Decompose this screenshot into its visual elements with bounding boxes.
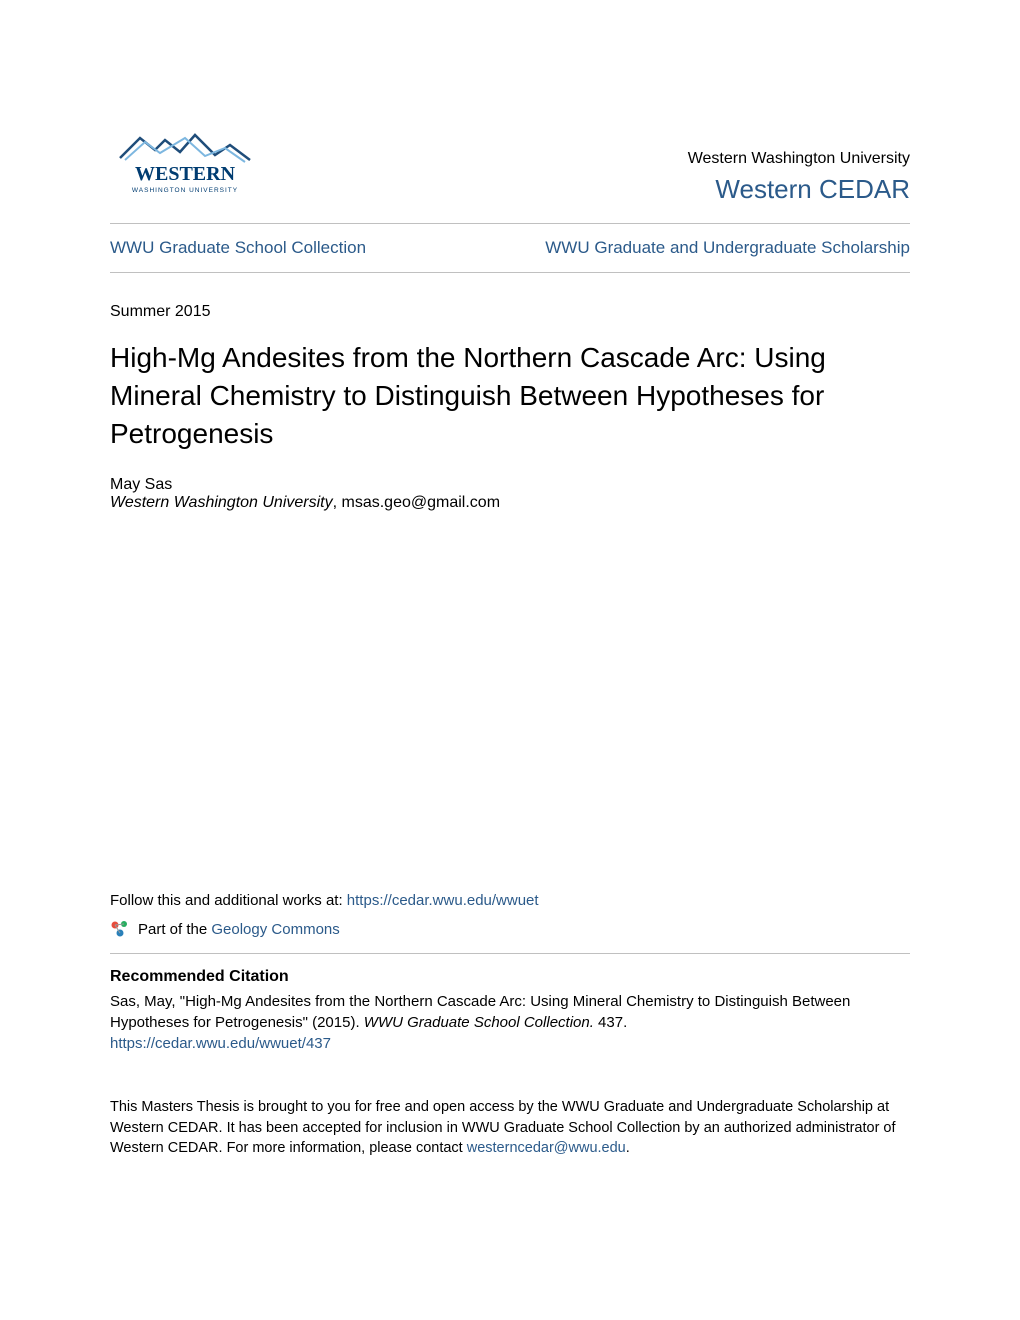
- divider-nav: [110, 272, 910, 273]
- footer-text: This Masters Thesis is brought to you fo…: [110, 1097, 910, 1158]
- header-right: Western Washington University Western CE…: [688, 150, 910, 205]
- citation-part2: 437.: [594, 1014, 627, 1031]
- citation-text: Sas, May, "High-Mg Andesites from the No…: [110, 991, 910, 1033]
- footer-part2: .: [626, 1140, 630, 1156]
- citation-collection-italic: WWU Graduate School Collection.: [364, 1014, 594, 1031]
- commons-prefix: Part of the: [138, 921, 211, 938]
- collection-link[interactable]: WWU Graduate School Collection: [110, 238, 366, 258]
- publication-date: Summer 2015: [110, 303, 910, 321]
- commons-text: Part of the Geology Commons: [138, 921, 340, 938]
- document-title: High-Mg Andesites from the Northern Casc…: [110, 339, 910, 452]
- university-name: Western Washington University: [688, 150, 910, 168]
- western-logo-icon: WESTERN WASHINGTON UNIVERSITY: [110, 130, 260, 200]
- author-institution: Western Washington University: [110, 494, 333, 511]
- network-icon: [110, 919, 130, 939]
- scholarship-link[interactable]: WWU Graduate and Undergraduate Scholarsh…: [545, 238, 910, 258]
- svg-text:WASHINGTON UNIVERSITY: WASHINGTON UNIVERSITY: [132, 187, 238, 194]
- header-row: WESTERN WASHINGTON UNIVERSITY Western Wa…: [110, 130, 910, 205]
- university-logo[interactable]: WESTERN WASHINGTON UNIVERSITY: [110, 130, 260, 205]
- author-name: May Sas: [110, 476, 910, 494]
- follow-works-text: Follow this and additional works at: htt…: [110, 892, 910, 909]
- commons-row: Part of the Geology Commons: [110, 919, 910, 939]
- content-spacer: [110, 512, 910, 892]
- breadcrumb-nav: WWU Graduate School Collection WWU Gradu…: [110, 224, 910, 272]
- svg-text:WESTERN: WESTERN: [135, 163, 236, 185]
- author-email: msas.geo@gmail.com: [342, 494, 501, 511]
- author-email-sep: ,: [333, 494, 342, 511]
- geology-commons-link[interactable]: Geology Commons: [211, 921, 339, 938]
- contact-email-link[interactable]: westerncedar@wwu.edu: [467, 1140, 626, 1156]
- follow-prefix: Follow this and additional works at:: [110, 892, 347, 909]
- follow-url-link[interactable]: https://cedar.wwu.edu/wwuet: [347, 892, 539, 909]
- divider-citation: [110, 953, 910, 954]
- citation-heading: Recommended Citation: [110, 968, 910, 986]
- citation-url-link[interactable]: https://cedar.wwu.edu/wwuet/437: [110, 1035, 910, 1052]
- repository-name-link[interactable]: Western CEDAR: [688, 174, 910, 205]
- author-affiliation: Western Washington University, msas.geo@…: [110, 494, 910, 512]
